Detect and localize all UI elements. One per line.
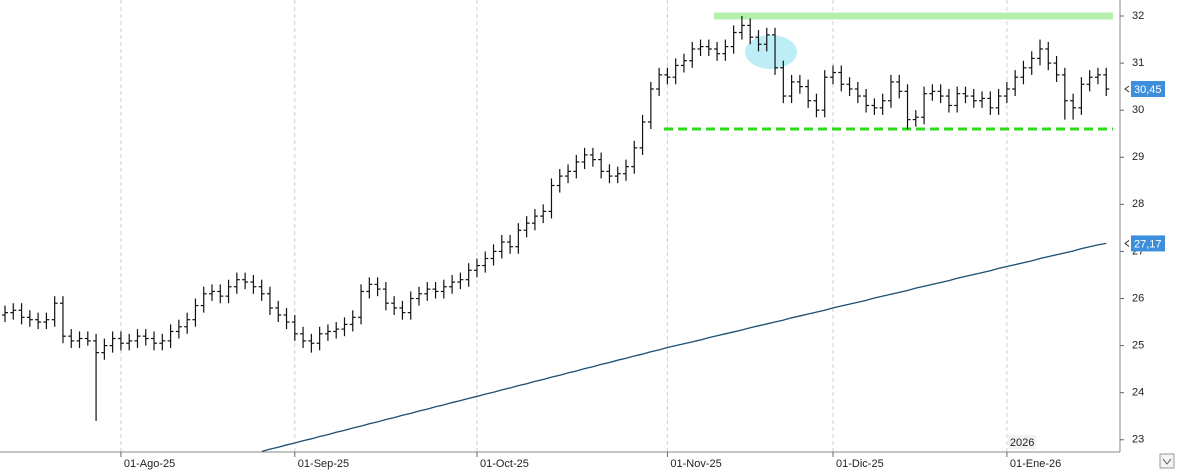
moving-average-line (261, 242, 1107, 453)
y-tick-label: 24 (1132, 387, 1144, 399)
year-label: 2026 (1010, 437, 1034, 449)
y-tick-label: 28 (1132, 198, 1144, 210)
marks-layer (2, 12, 1113, 453)
year-label-bg (1007, 435, 1036, 449)
y-tick-label: 32 (1132, 10, 1144, 22)
price-label: 27,17 (1134, 238, 1162, 250)
price-label-box (1131, 80, 1165, 97)
corner-button[interactable] (1159, 453, 1175, 469)
x-tick-label: 01-Sep-25 (298, 458, 349, 470)
x-tick-label: 01-Ago-25 (124, 458, 175, 470)
y-tick-label: 30 (1132, 104, 1144, 116)
corner-icon (1162, 458, 1172, 465)
axis-layer: 2324252627282930313201-Ago-2501-Sep-2501… (120, 10, 1165, 470)
y-tick-label: 29 (1132, 151, 1144, 163)
highlight-ellipse (745, 35, 797, 69)
grid-layer (120, 0, 1008, 452)
x-tick-label: 01-Oct-25 (480, 458, 529, 470)
x-tick-label: 01-Dic-25 (836, 458, 884, 470)
y-tick-label: 25 (1132, 339, 1144, 351)
y-tick-label: 26 (1132, 292, 1144, 304)
price-label-box (1131, 235, 1165, 252)
y-tick-label: 31 (1132, 57, 1144, 69)
x-tick-label: 01-Nov-25 (670, 458, 721, 470)
y-tick-label: 23 (1132, 434, 1144, 446)
price-pointer (1124, 85, 1130, 93)
price-label: 30,45 (1134, 84, 1162, 96)
price-pointer (1124, 240, 1130, 247)
x-tick-label: 01-Ene-26 (1010, 458, 1061, 470)
